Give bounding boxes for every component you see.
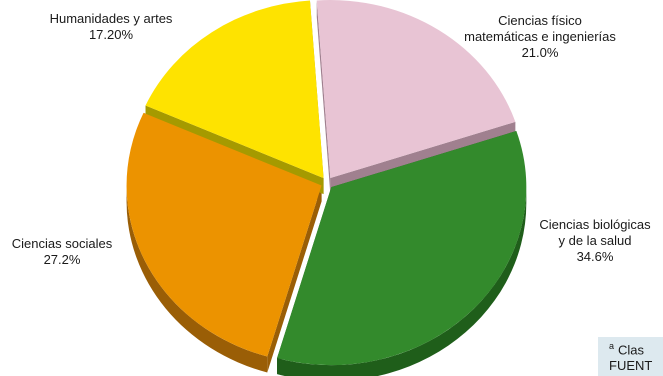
slice-label-humanidades-y-artes: Humanidades y artes 17.20%	[50, 11, 173, 42]
slice-label-line: Ciencias biológicas	[539, 217, 651, 232]
pie-tops	[126, 0, 527, 366]
slice-label-ciencias-fisico-matematicas-e-ingenierias: Ciencias físico matemáticas e ingenierías…	[464, 13, 616, 60]
slice-side-ciencias-biologicas-y-de-la-salud	[277, 187, 527, 376]
slice-label-line: Ciencias sociales	[12, 236, 113, 251]
slice-edge-ciencias-fisico-matematicas-e-ingenierias-0	[316, 0, 331, 195]
slice-label-line: 21.0%	[522, 45, 559, 60]
footnote-line-2: FUENT	[609, 358, 652, 373]
slice-label-line: Ciencias físico	[498, 13, 582, 28]
slice-label-line: 34.6%	[577, 249, 614, 264]
slice-label-line: 27.2%	[44, 252, 81, 267]
slice-ciencias-sociales	[126, 112, 322, 357]
slice-label-line: Humanidades y artes	[50, 11, 173, 26]
footnote-line-1: a Clas	[609, 341, 644, 357]
slice-label-ciencias-biologicas-y-de-la-salud: Ciencias biológicas y de la salud 34.6%	[539, 217, 651, 264]
footnote-box: a Clas FUENT	[598, 337, 663, 376]
slice-ciencias-fisico-matematicas-e-ingenierias	[316, 0, 516, 179]
slice-humanidades-y-artes	[145, 0, 324, 179]
slice-label-ciencias-sociales: Ciencias sociales 27.2%	[12, 236, 113, 267]
slice-label-line: 17.20%	[89, 27, 134, 42]
slice-edge-ciencias-sociales-0	[267, 185, 322, 373]
footnote-marker: a	[609, 341, 615, 351]
slice-side-ciencias-sociales	[126, 185, 268, 373]
slice-label-line: matemáticas e ingenierías	[464, 29, 616, 44]
footnote-text-2: FUENT	[609, 358, 653, 373]
slice-ciencias-biologicas-y-de-la-salud	[277, 130, 527, 366]
footnote-text-1: Clas	[618, 342, 645, 358]
pie-labels: Ciencias físico matemáticas e ingenierías…	[12, 11, 651, 267]
slice-label-line: y de la salud	[559, 233, 632, 248]
